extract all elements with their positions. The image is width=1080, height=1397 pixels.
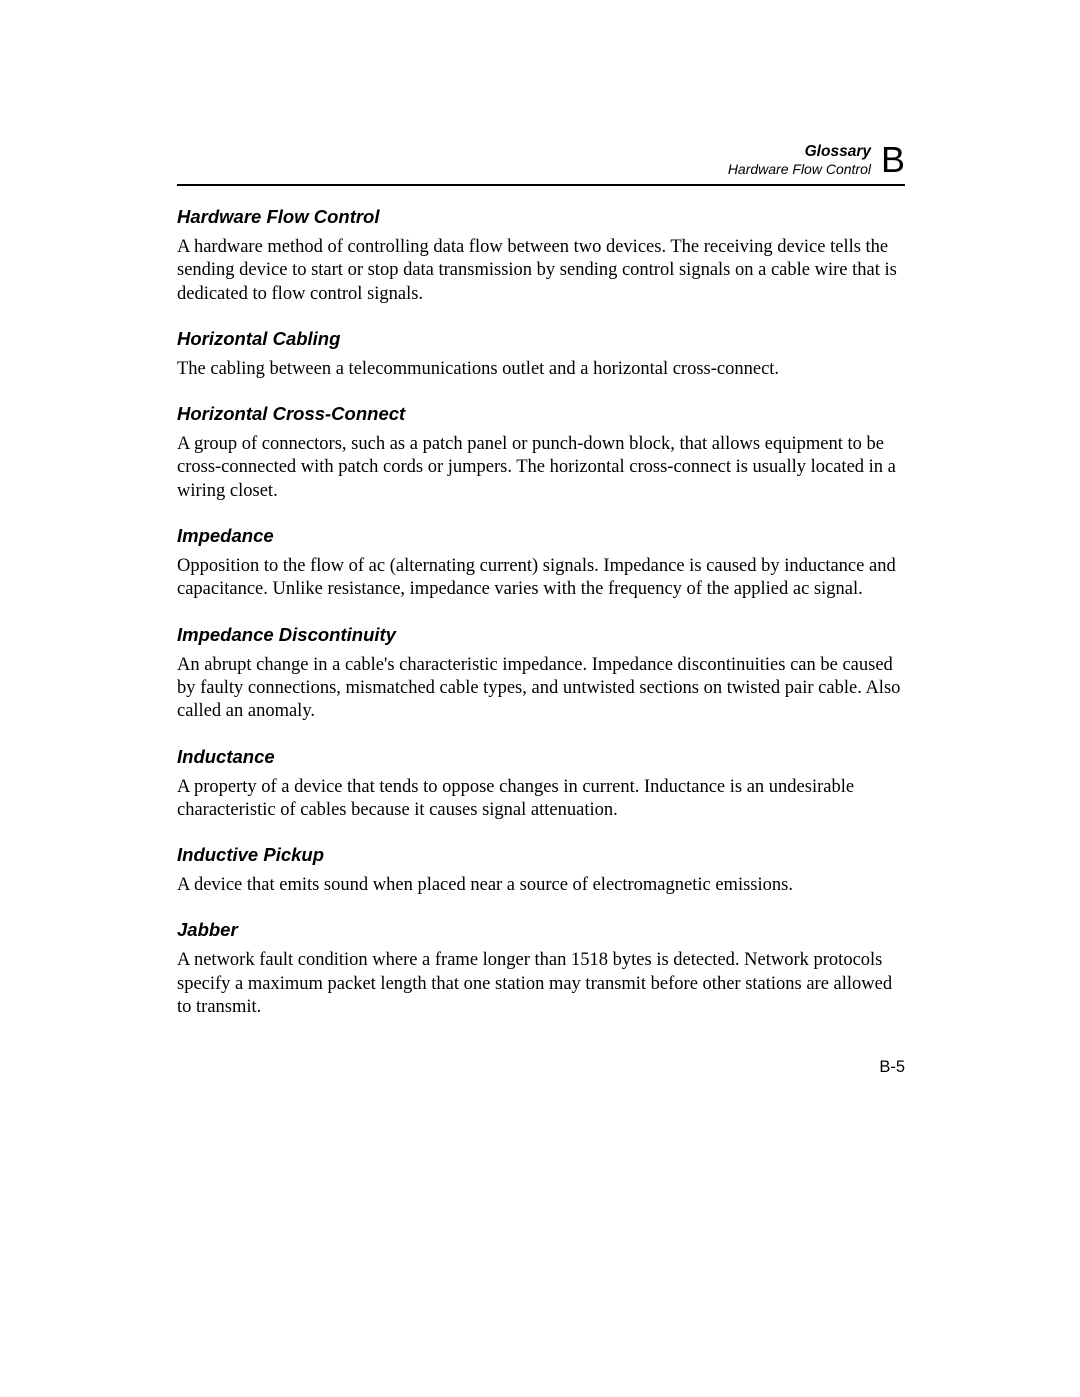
glossary-definition: A property of a device that tends to opp… [177,776,905,823]
glossary-definition: Opposition to the flow of ac (alternatin… [177,555,905,602]
page-header: Glossary Hardware Flow Control B [177,142,905,186]
header-title: Glossary [728,143,871,161]
header-subtitle: Hardware Flow Control [728,161,871,177]
glossary-entries: Hardware Flow Control A hardware method … [177,206,905,1019]
glossary-definition: The cabling between a telecommunications… [177,358,905,381]
glossary-definition: An abrupt change in a cable's characteri… [177,654,905,724]
glossary-term: Jabber [177,919,905,941]
appendix-letter: B [881,142,905,178]
glossary-term: Inductive Pickup [177,844,905,866]
header-text-block: Glossary Hardware Flow Control [728,143,871,177]
glossary-term: Horizontal Cabling [177,328,905,350]
glossary-term: Impedance [177,525,905,547]
glossary-term: Horizontal Cross-Connect [177,403,905,425]
glossary-term: Impedance Discontinuity [177,624,905,646]
glossary-definition: A device that emits sound when placed ne… [177,874,905,897]
glossary-term: Inductance [177,746,905,768]
glossary-definition: A group of connectors, such as a patch p… [177,433,905,503]
glossary-term: Hardware Flow Control [177,206,905,228]
glossary-page: Glossary Hardware Flow Control B Hardwar… [0,0,1080,1019]
glossary-definition: A network fault condition where a frame … [177,949,905,1019]
glossary-definition: A hardware method of controlling data fl… [177,236,905,306]
page-number: B-5 [879,1058,905,1077]
